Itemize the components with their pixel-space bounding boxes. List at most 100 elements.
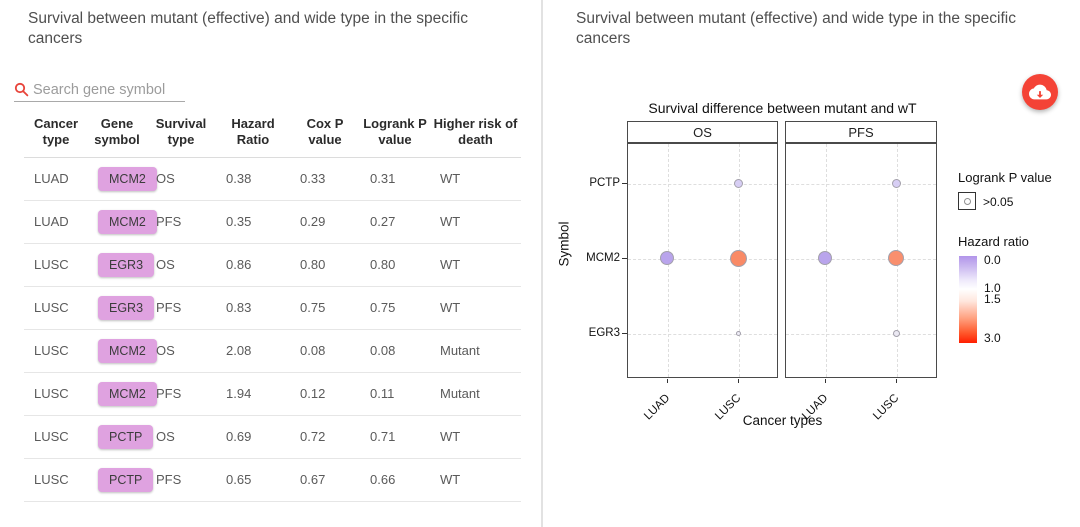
header-higher-risk: Higher risk of death xyxy=(430,112,521,158)
cloud-download-icon xyxy=(1029,84,1051,100)
cell-cancer-type: LUSC xyxy=(24,372,88,416)
legend-logrank-key xyxy=(958,192,976,210)
search-field[interactable] xyxy=(14,78,185,102)
gridline xyxy=(668,144,669,377)
gene-badge[interactable]: PCTP xyxy=(98,424,154,449)
header-survival-type: Survival type xyxy=(146,112,216,158)
cell-logrank-p: 0.75 xyxy=(360,286,430,330)
cell-higher-risk: WT xyxy=(430,157,521,201)
header-hazard-ratio: Hazard Ratio xyxy=(216,112,290,158)
cell-cancer-type: LUSC xyxy=(24,286,88,330)
gradient-tick-3: 3.0 xyxy=(984,331,1001,345)
cell-hazard-ratio: 0.38 xyxy=(216,157,290,201)
survival-results-table: Cancer type Gene symbol Survival type Ha… xyxy=(24,112,521,502)
table-row: LUSC MCM2 PFS 1.94 0.12 0.11 Mutant xyxy=(24,372,521,416)
gridline xyxy=(628,259,777,260)
gene-badge[interactable]: MCM2 xyxy=(98,166,157,191)
cell-survival-type: PFS xyxy=(146,458,216,502)
gridline xyxy=(826,144,827,377)
cell-higher-risk: Mutant xyxy=(430,372,521,416)
cell-logrank-p: 0.71 xyxy=(360,415,430,459)
download-button[interactable] xyxy=(1022,74,1058,110)
cell-logrank-p: 0.27 xyxy=(360,200,430,244)
cell-gene-symbol: MCM2 xyxy=(88,372,157,416)
chart-title: Survival difference between mutant and w… xyxy=(648,100,917,116)
tick xyxy=(622,183,627,184)
y-axis-title: Symbol xyxy=(556,221,572,267)
cell-cox-p: 0.80 xyxy=(290,243,360,287)
cell-hazard-ratio: 2.08 xyxy=(216,329,290,373)
gradient-tick-0: 0.0 xyxy=(984,253,1001,267)
gridline xyxy=(786,334,936,335)
gridline xyxy=(786,184,936,185)
gene-badge[interactable]: MCM2 xyxy=(98,381,157,406)
table-row: LUAD MCM2 OS 0.38 0.33 0.31 WT xyxy=(24,157,521,201)
ytick-mcm2: MCM2 xyxy=(586,252,620,264)
gene-badge[interactable]: EGR3 xyxy=(98,252,155,277)
cell-higher-risk: WT xyxy=(430,286,521,330)
table-header-row: Cancer type Gene symbol Survival type Ha… xyxy=(24,112,521,158)
cell-survival-type: PFS xyxy=(146,372,216,416)
cell-survival-type: OS xyxy=(146,329,216,373)
cell-higher-risk: WT xyxy=(430,200,521,244)
open-circle-icon xyxy=(963,197,971,205)
tick xyxy=(738,379,739,383)
cell-cox-p: 0.29 xyxy=(290,200,360,244)
cell-higher-risk: WT xyxy=(430,458,521,502)
cell-cox-p: 0.08 xyxy=(290,329,360,373)
facet-strip-os: OS xyxy=(627,121,778,143)
cell-gene-symbol: MCM2 xyxy=(88,200,157,244)
search-icon xyxy=(14,82,29,97)
header-logrank-p: Logrank P value xyxy=(360,112,430,158)
table-row: LUSC EGR3 PFS 0.83 0.75 0.75 WT xyxy=(24,286,521,330)
cell-cancer-type: LUSC xyxy=(24,415,88,459)
search-input[interactable] xyxy=(33,81,173,98)
cell-survival-type: OS xyxy=(146,415,216,459)
cell-cox-p: 0.72 xyxy=(290,415,360,459)
facet-panel-pfs xyxy=(785,143,937,378)
cell-survival-type: OS xyxy=(146,157,216,201)
table-row: LUSC EGR3 OS 0.86 0.80 0.80 WT xyxy=(24,243,521,287)
header-gene-symbol: Gene symbol xyxy=(88,112,146,158)
cell-hazard-ratio: 0.35 xyxy=(216,200,290,244)
gene-badge[interactable]: EGR3 xyxy=(98,295,155,320)
gridline xyxy=(786,259,936,260)
gridline xyxy=(628,334,777,335)
gene-badge[interactable]: MCM2 xyxy=(98,209,157,234)
header-cancer-type: Cancer type xyxy=(24,112,88,158)
tick xyxy=(825,379,826,383)
tick xyxy=(622,333,627,334)
facet-label-pfs: PFS xyxy=(848,124,874,140)
gene-badge[interactable]: MCM2 xyxy=(98,338,157,363)
cell-gene-symbol: EGR3 xyxy=(88,286,155,330)
left-panel-title: Survival between mutant (effective) and … xyxy=(28,10,468,48)
panel-divider xyxy=(541,0,543,527)
cell-cancer-type: LUSC xyxy=(24,329,88,373)
cell-survival-type: PFS xyxy=(146,200,216,244)
legend-logrank-key-label: >0.05 xyxy=(983,195,1014,209)
cell-gene-symbol: EGR3 xyxy=(88,243,155,287)
cell-logrank-p: 0.11 xyxy=(360,372,430,416)
cell-cancer-type: LUSC xyxy=(24,458,88,502)
cell-cox-p: 0.12 xyxy=(290,372,360,416)
table-row: LUSC PCTP OS 0.69 0.72 0.71 WT xyxy=(24,415,521,459)
cell-higher-risk: Mutant xyxy=(430,329,521,373)
gradient-tick-1: 1.0 xyxy=(984,281,1001,295)
cell-cancer-type: LUSC xyxy=(24,243,88,287)
survival-plot-panel: Survival between mutant (effective) and … xyxy=(543,0,1080,527)
cell-logrank-p: 0.66 xyxy=(360,458,430,502)
cell-gene-symbol: PCTP xyxy=(88,415,154,459)
gradient-tick-2: 1.5 xyxy=(984,292,1001,306)
cell-survival-type: PFS xyxy=(146,286,216,330)
facet-panel-os xyxy=(627,143,778,378)
table-row: LUSC PCTP PFS 0.65 0.67 0.66 WT xyxy=(24,458,521,502)
cell-hazard-ratio: 0.65 xyxy=(216,458,290,502)
table-row: LUAD MCM2 PFS 0.35 0.29 0.27 WT xyxy=(24,200,521,244)
cell-cancer-type: LUAD xyxy=(24,157,88,201)
cell-logrank-p: 0.80 xyxy=(360,243,430,287)
gene-badge[interactable]: PCTP xyxy=(98,467,154,492)
cell-gene-symbol: MCM2 xyxy=(88,329,157,373)
right-panel-title: Survival between mutant (effective) and … xyxy=(576,10,1016,48)
header-cox-p: Cox P value xyxy=(290,112,360,158)
ytick-pctp: PCTP xyxy=(589,177,620,189)
